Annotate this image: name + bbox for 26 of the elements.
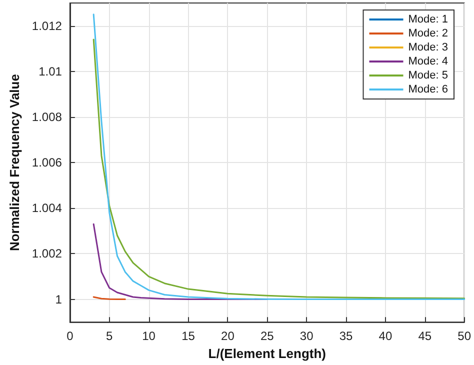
y-tick-label: 1.002 xyxy=(32,246,62,261)
x-tick-label: 45 xyxy=(418,329,432,344)
x-tick-label: 30 xyxy=(300,329,314,344)
x-axis-title: L/(Element Length) xyxy=(208,346,326,361)
legend-label: Mode: 6 xyxy=(408,84,448,96)
x-tick-label: 5 xyxy=(106,329,114,344)
legend-label: Mode: 3 xyxy=(408,42,448,54)
x-tick-label: 0 xyxy=(66,329,74,344)
y-tick-label: 1.01 xyxy=(38,64,62,78)
x-tick-label: 10 xyxy=(142,329,156,344)
y-axis-title: Normalized Frequency Value xyxy=(7,74,22,252)
x-tick-label: 50 xyxy=(458,329,472,344)
y-tick-label: 1.008 xyxy=(32,110,62,124)
legend-label: Mode: 4 xyxy=(408,56,448,68)
y-tick-label: 1 xyxy=(55,292,62,306)
x-tick-label: 15 xyxy=(182,329,196,344)
legend-label: Mode: 2 xyxy=(408,28,448,40)
y-tick-label: 1.012 xyxy=(32,18,62,33)
legend-label: Mode: 1 xyxy=(408,14,448,26)
y-tick-label: 1.006 xyxy=(32,156,62,170)
x-tick-label: 35 xyxy=(339,329,353,344)
x-tick-label: 25 xyxy=(260,329,274,344)
x-tick-label: 40 xyxy=(378,329,392,344)
y-tick-label: 1.004 xyxy=(32,201,62,216)
legend-label: Mode: 5 xyxy=(408,70,448,82)
x-tick-label: 20 xyxy=(221,329,235,344)
